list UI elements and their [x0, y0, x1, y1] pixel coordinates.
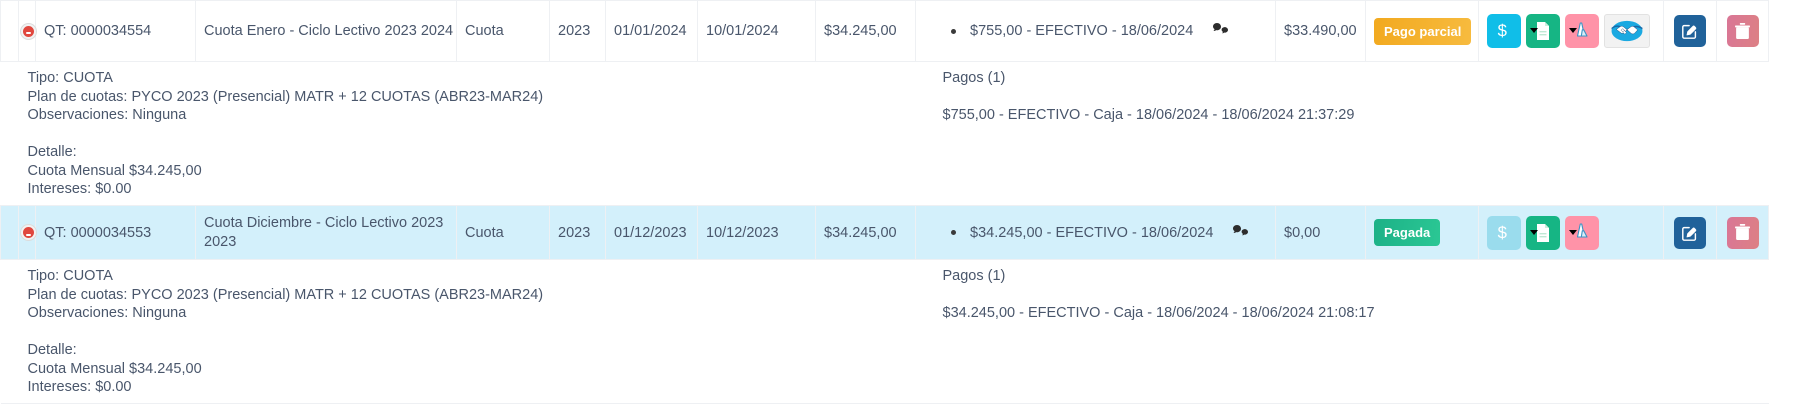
- svg-text:$: $: [1498, 22, 1508, 40]
- svg-text:$: $: [1498, 224, 1508, 242]
